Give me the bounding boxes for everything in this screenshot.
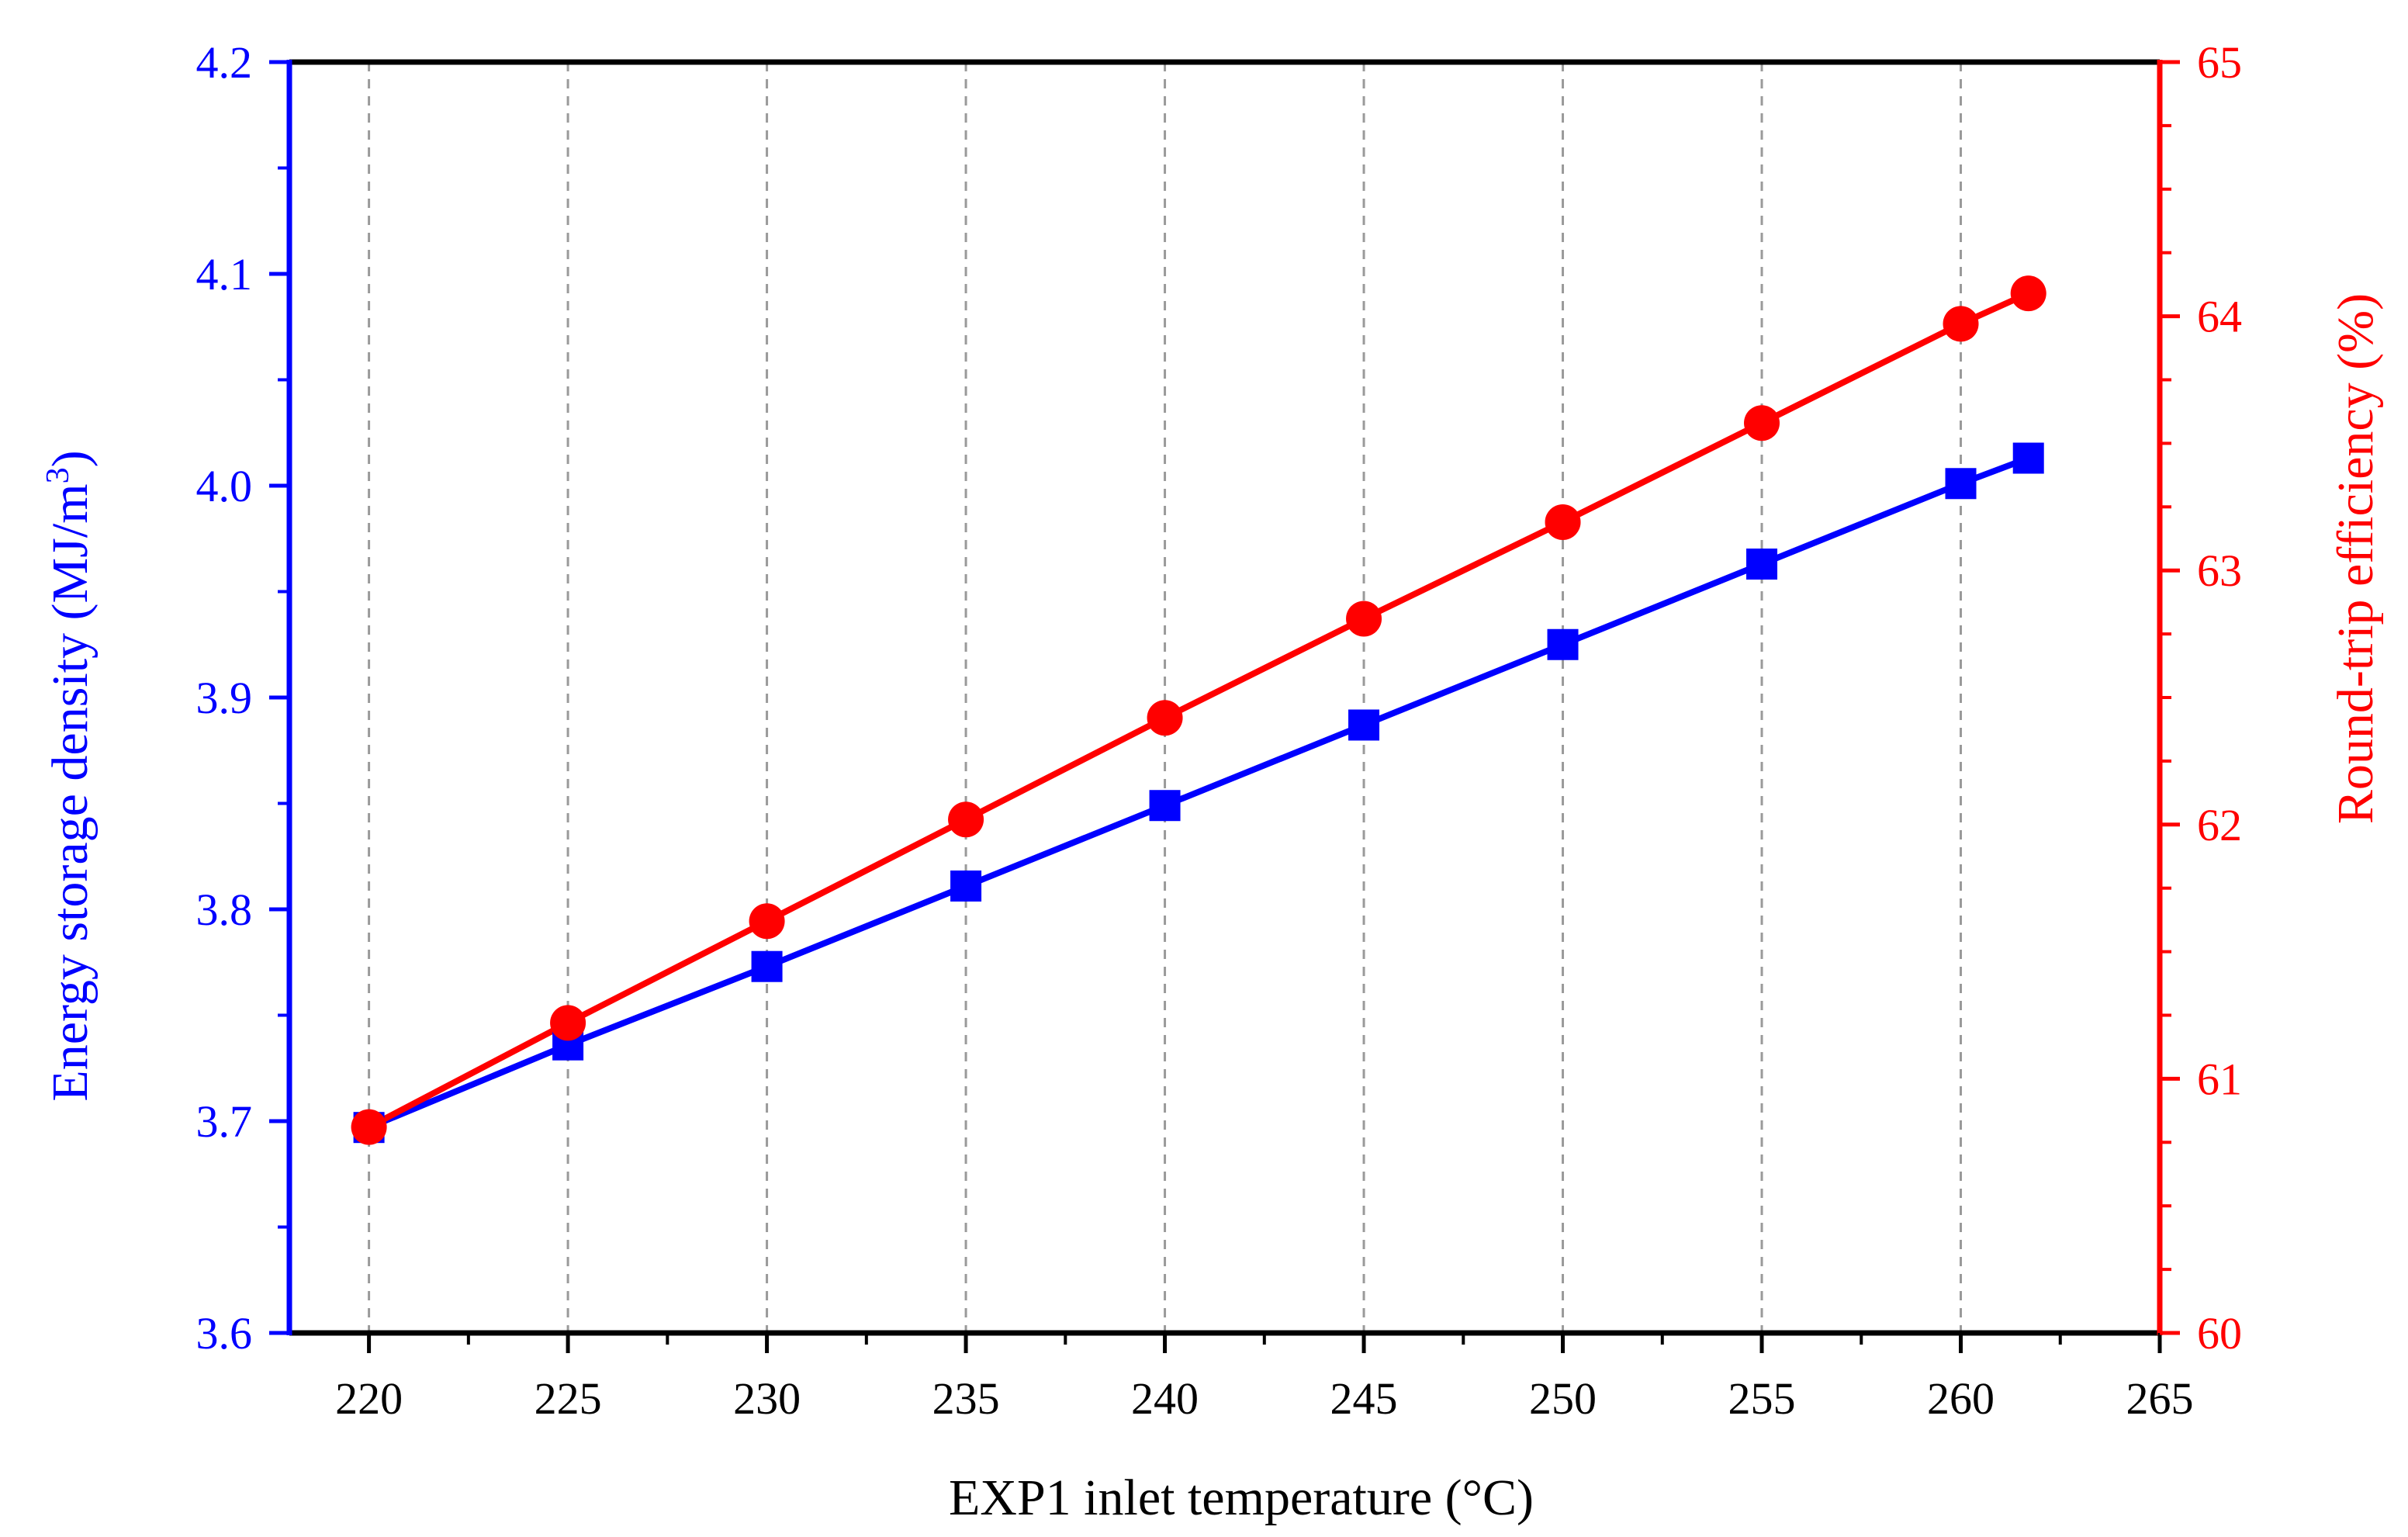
y-left-tick-label: 3.9 — [196, 673, 253, 723]
x-tick-label: 250 — [1529, 1373, 1597, 1424]
y-left-tick-label: 4.0 — [196, 461, 253, 511]
y-left-tick-label: 4.2 — [196, 37, 253, 88]
x-tick-label: 240 — [1131, 1373, 1199, 1424]
x-tick-label: 245 — [1330, 1373, 1398, 1424]
y-left-tick-label: 3.8 — [196, 884, 253, 935]
energy-density-line — [368, 455, 2030, 1130]
round-trip-efficiency-point — [1545, 504, 1581, 540]
y-right-tick-label: 65 — [2197, 37, 2242, 88]
round-trip-efficiency-point — [1346, 601, 1382, 637]
y-right-tick-label: 61 — [2197, 1054, 2242, 1104]
x-tick-label: 225 — [535, 1373, 602, 1424]
x-tick-label: 220 — [335, 1373, 403, 1424]
round-trip-efficiency-point — [550, 1005, 586, 1041]
series-markers — [351, 275, 2046, 1145]
gridlines — [368, 62, 1963, 1333]
energy-density-point — [1547, 628, 1579, 660]
y-right-tick-label: 60 — [2197, 1308, 2242, 1359]
round-trip-efficiency-point — [1943, 306, 1979, 342]
round-trip-efficiency-point — [351, 1109, 387, 1145]
round-trip-efficiency-point — [1744, 405, 1780, 441]
series-lines — [367, 290, 2030, 1130]
x-tick-label: 230 — [733, 1373, 801, 1424]
round-trip-efficiency-point — [1147, 700, 1183, 736]
energy-density-point — [2012, 442, 2044, 474]
axes — [286, 59, 2163, 1336]
left-axis-title-sup: 3 — [40, 467, 76, 483]
round-trip-efficiency-point — [948, 801, 984, 838]
y-right-tick-label: 64 — [2197, 292, 2242, 342]
y-right-tick-label: 62 — [2197, 800, 2242, 850]
energy-density-point — [1945, 468, 1977, 500]
y-right-tick-label: 63 — [2197, 545, 2242, 596]
x-axis-title: EXP1 inlet temperature (°C) — [949, 1469, 1534, 1526]
round-trip-efficiency-point — [749, 903, 785, 940]
x-tick-label: 260 — [1927, 1373, 1995, 1424]
right-axis-title: Round-trip efficiency (%) — [2327, 293, 2384, 824]
left-axis-title: Energy storage density (MJ/m3) — [40, 450, 99, 1101]
energy-density-point — [950, 870, 982, 902]
energy-density-point — [1149, 790, 1181, 822]
y-left-tick-label: 4.1 — [196, 249, 253, 299]
x-tick-label: 235 — [932, 1373, 1000, 1424]
y-left-tick-label: 3.7 — [196, 1096, 253, 1147]
left-axis-title-close: ) — [42, 450, 99, 467]
x-tick-label: 255 — [1728, 1373, 1796, 1424]
round-trip-efficiency-point — [2010, 275, 2046, 312]
left-axis-title-text: Energy storage density (MJ/m — [42, 483, 99, 1101]
y-left-tick-label: 3.6 — [196, 1308, 253, 1359]
ticks: 220 225 230 235 240 245 250 255 260 265 3.6 3.7 3.8 3… — [196, 37, 2243, 1424]
round-trip-efficiency-line — [367, 290, 2030, 1130]
energy-density-point — [1746, 549, 1778, 580]
energy-density-point — [1348, 709, 1380, 741]
x-tick-label: 265 — [2126, 1373, 2194, 1424]
energy-density-point — [751, 950, 783, 982]
